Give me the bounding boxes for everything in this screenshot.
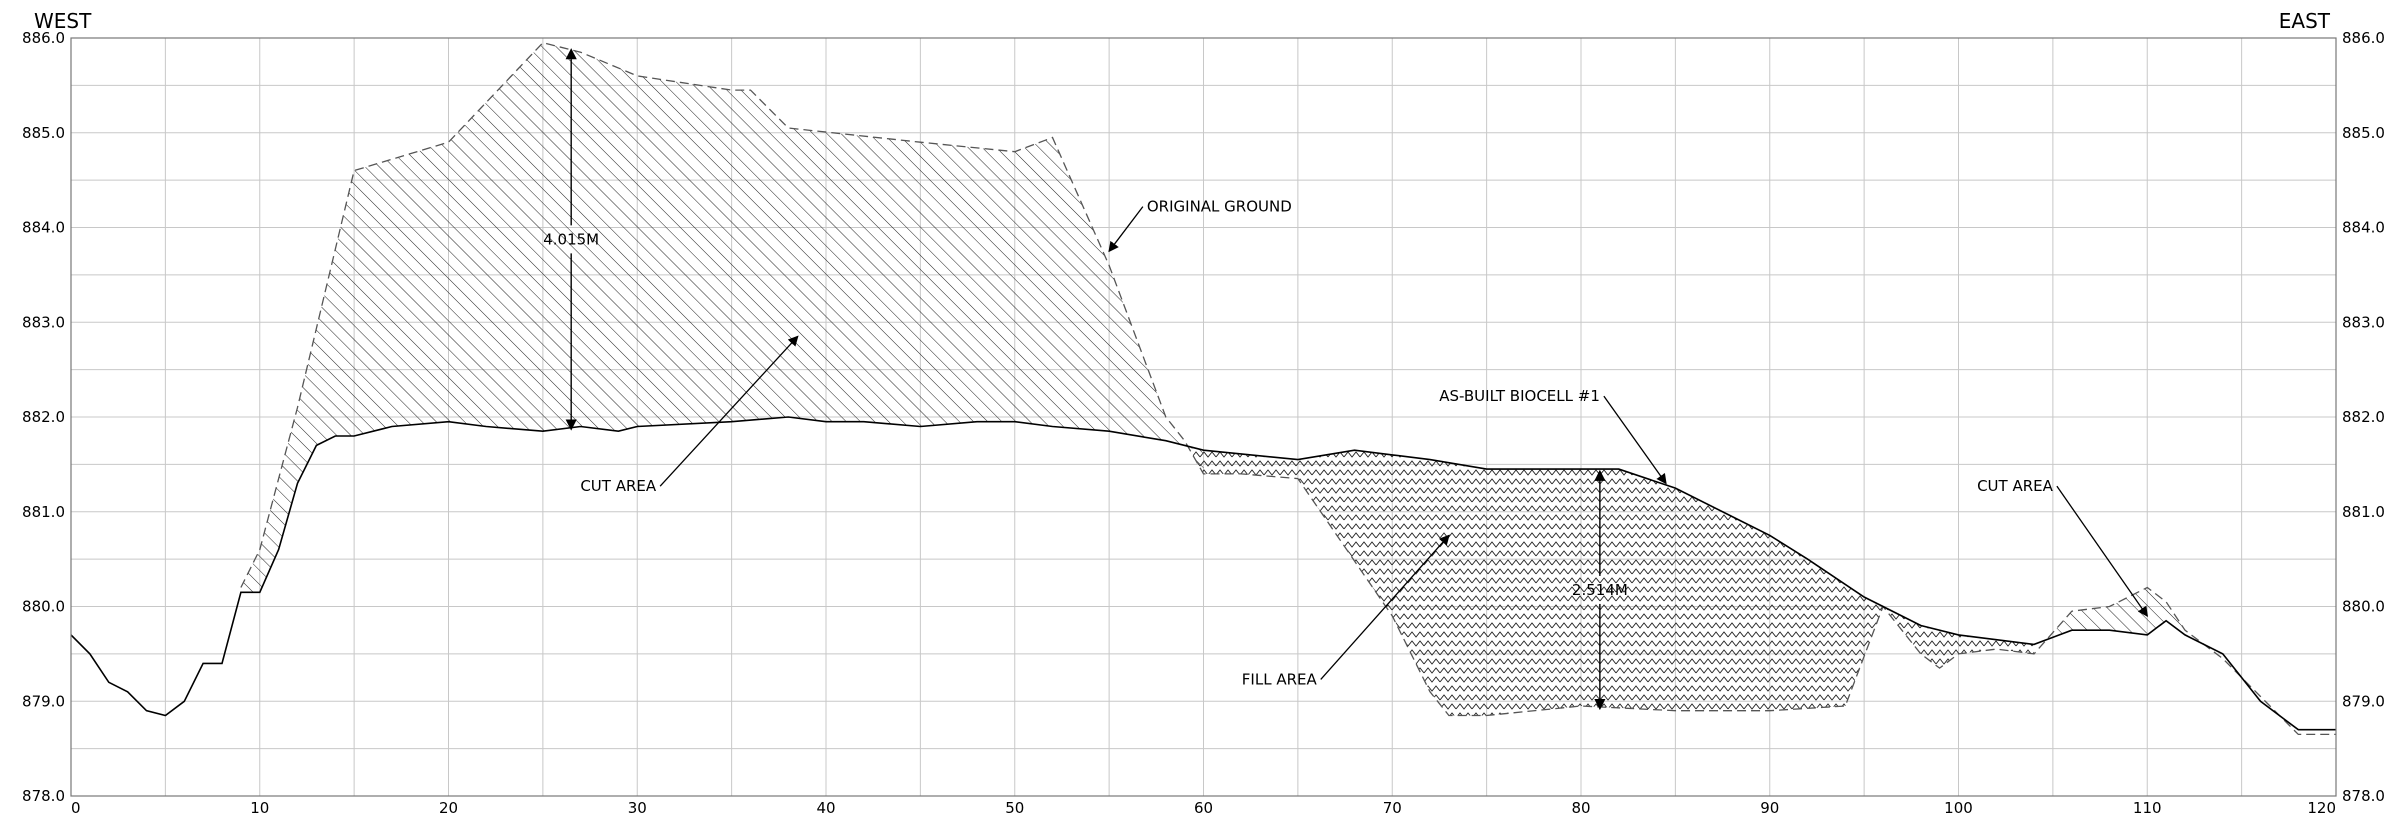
x-tick-label: 90 <box>1760 799 1779 814</box>
y-tick-label-right: 884.0 <box>2342 219 2385 237</box>
annotation-leader-line <box>1108 206 1144 253</box>
x-tick-label: 30 <box>628 799 647 814</box>
y-tick-label-left: 879.0 <box>22 692 65 710</box>
x-tick-label: 70 <box>1383 799 1402 814</box>
y-tick-label-right: 881.0 <box>2342 503 2385 521</box>
dimension-label: 4.015M <box>543 230 599 248</box>
cut-area-region-2 <box>2052 587 2185 638</box>
dimension-label: 2.514M <box>1572 581 1628 599</box>
y-tick-label-left: 882.0 <box>22 408 65 426</box>
annotation-label: FILL AREA <box>1242 670 1318 688</box>
y-tick-label-left: 886.0 <box>22 29 65 47</box>
y-tick-label-left: 878.0 <box>22 787 65 805</box>
east-label: EAST <box>2279 9 2331 33</box>
x-tick-label: 20 <box>439 799 458 814</box>
y-tick-label-right: 879.0 <box>2342 692 2385 710</box>
y-tick-label-right: 882.0 <box>2342 408 2385 426</box>
dimension-lines: 4.015M 2.514M <box>543 48 1628 711</box>
annotation-label: CUT AREA <box>1977 477 2054 495</box>
y-tick-label-left: 881.0 <box>22 503 65 521</box>
y-tick-label-left: 884.0 <box>22 219 65 237</box>
x-tick-label: 120 <box>2307 799 2336 814</box>
profile-lines <box>70 41 2336 736</box>
x-tick-label: 100 <box>1944 799 1973 814</box>
annotation-label: ORIGINAL GROUND <box>1147 198 1292 216</box>
y-tick-label-left: 885.0 <box>22 124 65 142</box>
x-tick-label: 110 <box>2133 799 2162 814</box>
x-tick-label: 60 <box>1194 799 1213 814</box>
west-label: WEST <box>34 9 92 33</box>
x-tick-label: 80 <box>1571 799 1590 814</box>
fill-area-region-1 <box>1184 440 2034 716</box>
tick-labels: 0 10 20 30 40 50 60 70 80 90 100 110 120 886.0 886.0 88… <box>22 29 2385 817</box>
y-tick-label-right: 883.0 <box>2342 313 2385 331</box>
as-built-line <box>70 416 2336 731</box>
x-tick-label: 40 <box>816 799 835 814</box>
hatched-regions <box>240 42 2185 716</box>
y-tick-label-right: 880.0 <box>2342 598 2385 616</box>
x-tick-label: 0 <box>71 799 81 814</box>
y-tick-label-right: 886.0 <box>2342 29 2385 47</box>
y-tick-label-right: 885.0 <box>2342 124 2385 142</box>
x-tick-label: 10 <box>250 799 269 814</box>
annotation-leader-line <box>659 335 799 487</box>
y-tick-label-left: 883.0 <box>22 313 65 331</box>
annotation-label: CUT AREA <box>580 477 657 495</box>
plot-frame <box>70 37 2337 797</box>
annotations: ORIGINAL GROUND CUT AREA AS-BUILT BIOCELL … <box>580 198 2148 688</box>
cut-area-region-0 <box>240 42 1204 593</box>
annotation-label: AS-BUILT BIOCELL #1 <box>1439 387 1600 405</box>
y-tick-label-left: 880.0 <box>22 598 65 616</box>
annotation-leader-line <box>2056 485 2148 618</box>
annotation-leader-line <box>1320 534 1450 680</box>
y-tick-label-right: 878.0 <box>2342 787 2385 805</box>
plot-border <box>70 37 2337 797</box>
annotation-leader-line <box>1603 395 1667 485</box>
original-ground-line <box>240 41 2336 736</box>
x-tick-label: 50 <box>1005 799 1024 814</box>
